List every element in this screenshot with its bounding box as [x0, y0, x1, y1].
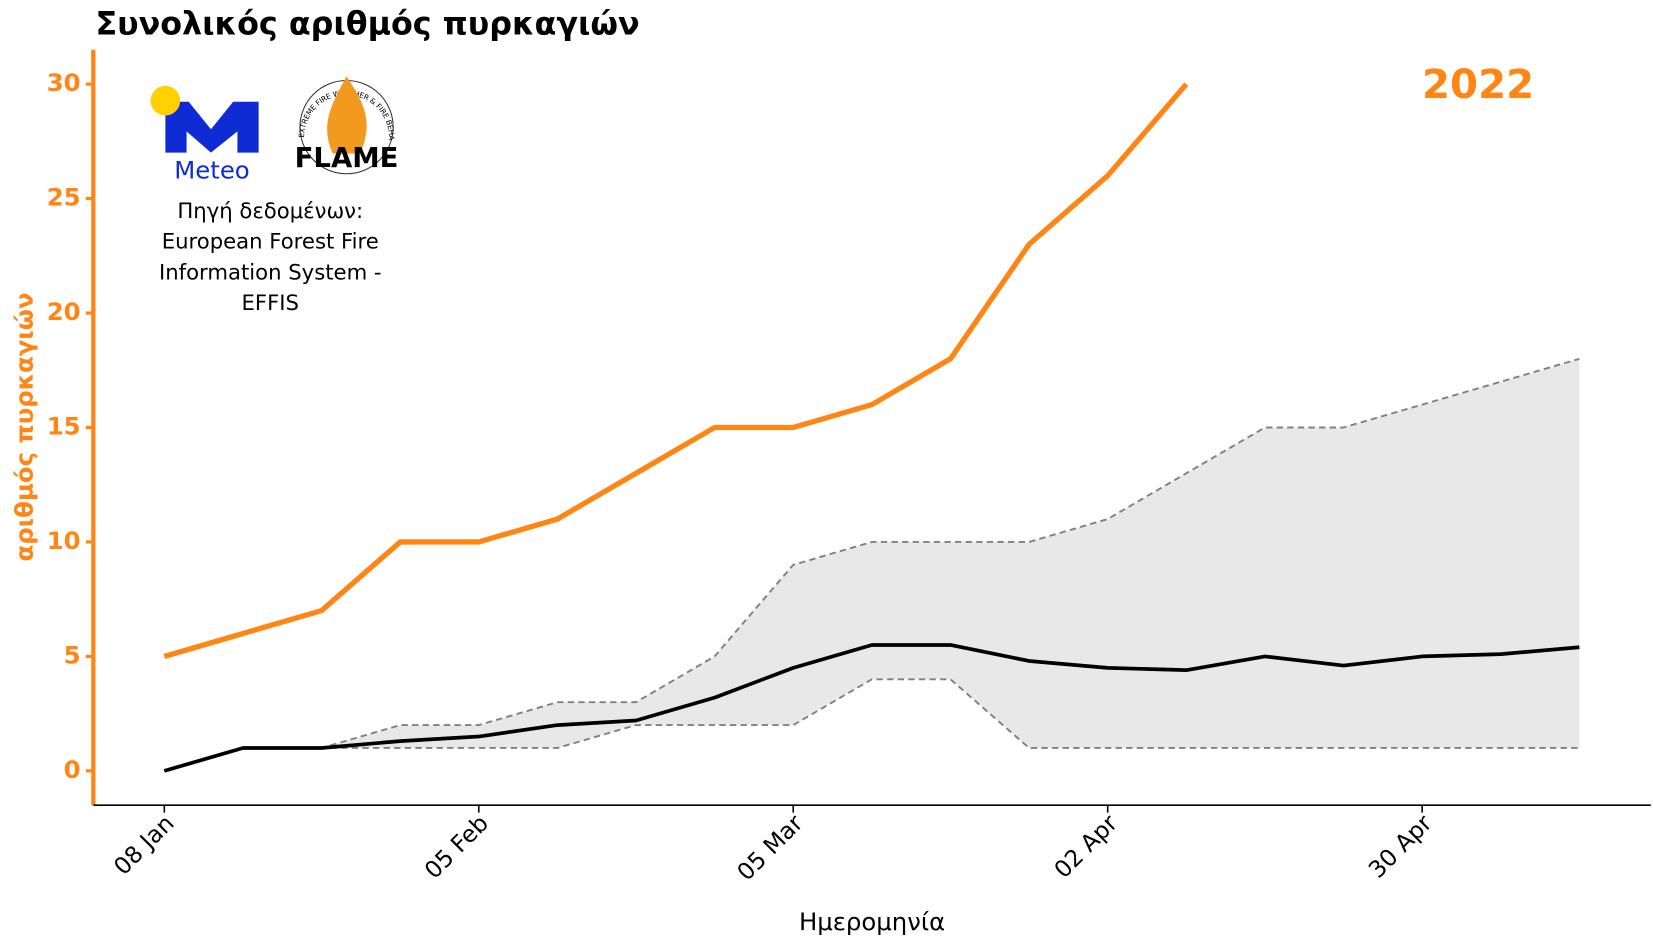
series-line — [164, 357, 1580, 772]
meteo-mark — [165, 101, 259, 153]
flame-text: FLAME — [295, 142, 399, 174]
series-line — [164, 678, 1580, 772]
meteo-sun — [150, 85, 181, 116]
x-tick-label: 05 Mar — [732, 809, 809, 886]
y-tick-label: 25 — [47, 183, 81, 212]
source-text: Πηγή δεδομένων: — [177, 198, 363, 223]
chart-title: Συνολικός αριθμός πυρκαγιών — [95, 6, 639, 42]
flame-shape — [327, 76, 367, 154]
range-band — [164, 358, 1580, 771]
y-tick-label: 15 — [47, 412, 81, 441]
meteo-logo: Meteo — [150, 85, 259, 185]
y-tick-label: 10 — [47, 526, 81, 555]
x-tick-label: 02 Apr — [1049, 809, 1123, 883]
x-tick-label: 08 Jan — [109, 810, 180, 881]
x-tick-label: 30 Apr — [1364, 809, 1438, 883]
year-annotation: 2022 — [1422, 62, 1534, 108]
x-tick-label: 05 Feb — [420, 810, 494, 884]
source-text: EFFIS — [242, 290, 299, 315]
series-line — [163, 643, 1580, 773]
source-text: European Forest Fire — [162, 229, 379, 254]
y-tick-label: 5 — [64, 640, 81, 669]
y-axis-label: αριθμός πυρκαγιών — [10, 292, 39, 561]
series-line — [163, 82, 1189, 659]
y-tick-label: 0 — [64, 755, 81, 784]
y-tick-label: 30 — [47, 68, 81, 97]
y-tick-label: 20 — [47, 297, 81, 326]
x-axis-label: Ημερομηνία — [799, 907, 945, 936]
source-text: Information System - — [159, 259, 382, 284]
meteo-text: Meteo — [174, 156, 249, 185]
